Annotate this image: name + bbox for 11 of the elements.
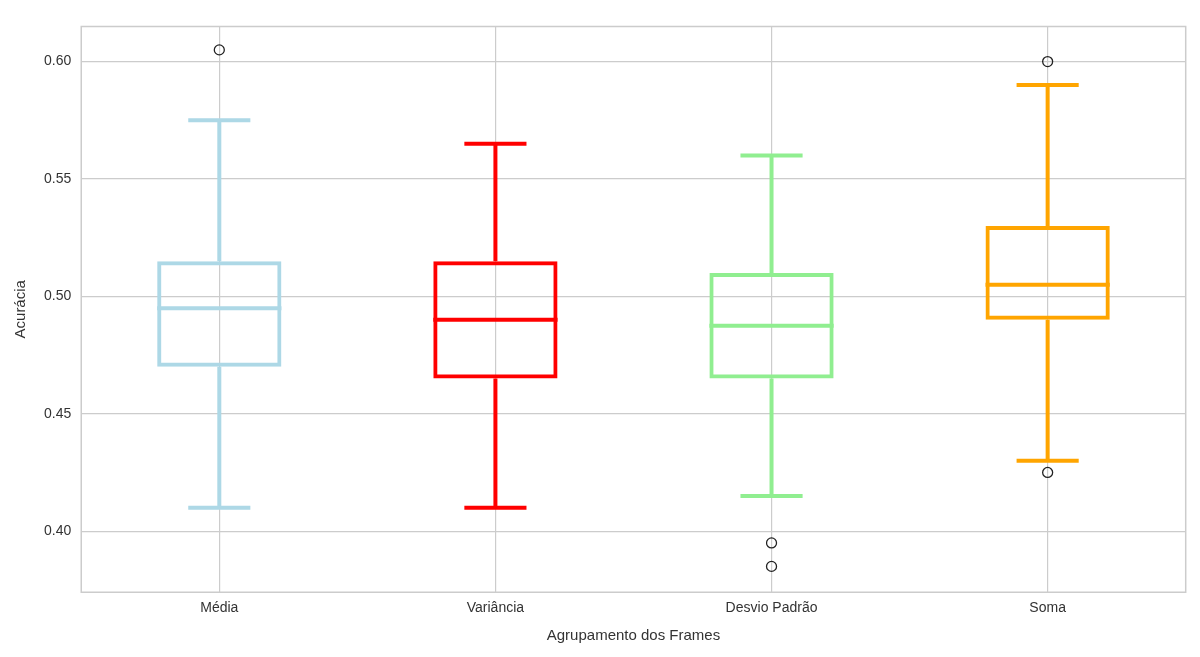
y-tick-label: 0.45 [44,404,72,421]
y-tick-label: 0.40 [44,522,72,539]
x-tick-label: Variância [466,599,525,616]
x-axis-title: Agrupamento dos Frames [546,626,721,644]
y-tick-label: 0.50 [44,287,72,304]
y-tick-label: 0.60 [44,52,72,69]
y-axis-title: Acurácia [11,279,29,339]
y-tick-label: 0.55 [44,169,72,186]
x-tick-label: Soma [1029,599,1067,616]
x-tick-label: Desvio Padrão [725,599,818,616]
x-tick-label: Média [200,599,239,616]
